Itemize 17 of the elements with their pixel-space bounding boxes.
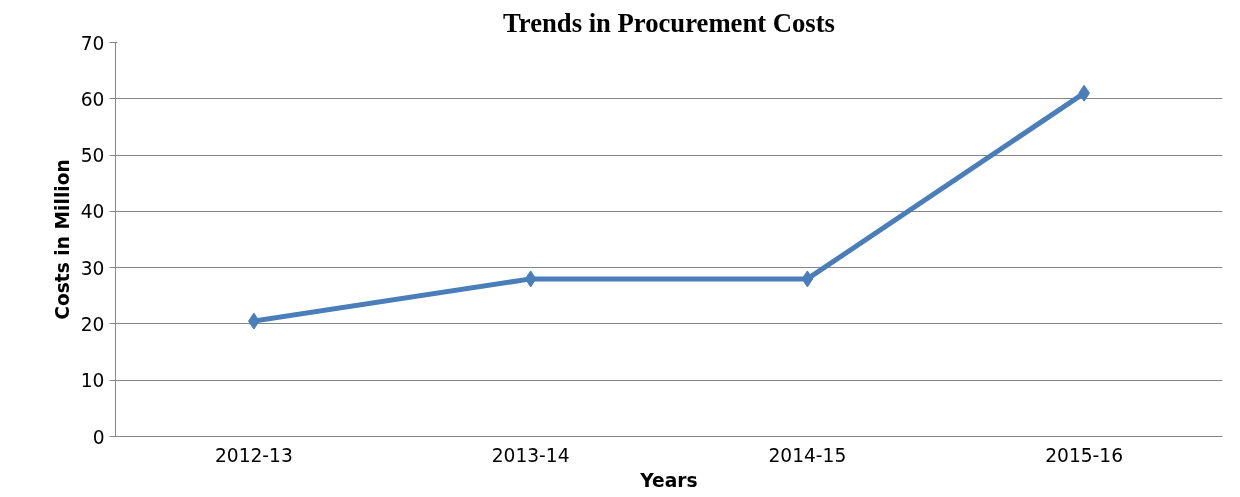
- y-tick-label: 10: [80, 370, 105, 392]
- x-tick-label: 2013-14: [491, 444, 570, 466]
- y-tick-label: 50: [80, 145, 105, 167]
- chart-title: Trends in Procurement Costs: [503, 7, 835, 38]
- x-tick-label: 2015-16: [1045, 444, 1124, 466]
- y-tick-label: 30: [80, 257, 105, 279]
- y-tick-label: 40: [80, 201, 105, 223]
- x-axis-title: Years: [639, 469, 698, 491]
- y-tick-label: 0: [92, 426, 105, 448]
- point: [524, 270, 537, 288]
- point: [801, 270, 814, 288]
- y-axis-title: Costs in Million: [51, 159, 73, 320]
- y-tick-label: 70: [80, 32, 105, 54]
- x-tick-label: 2014-15: [768, 444, 847, 466]
- y-tick-label: 20: [80, 313, 105, 335]
- y-tick-label: 60: [80, 88, 105, 110]
- x-tick-label: 2012-13: [214, 444, 293, 466]
